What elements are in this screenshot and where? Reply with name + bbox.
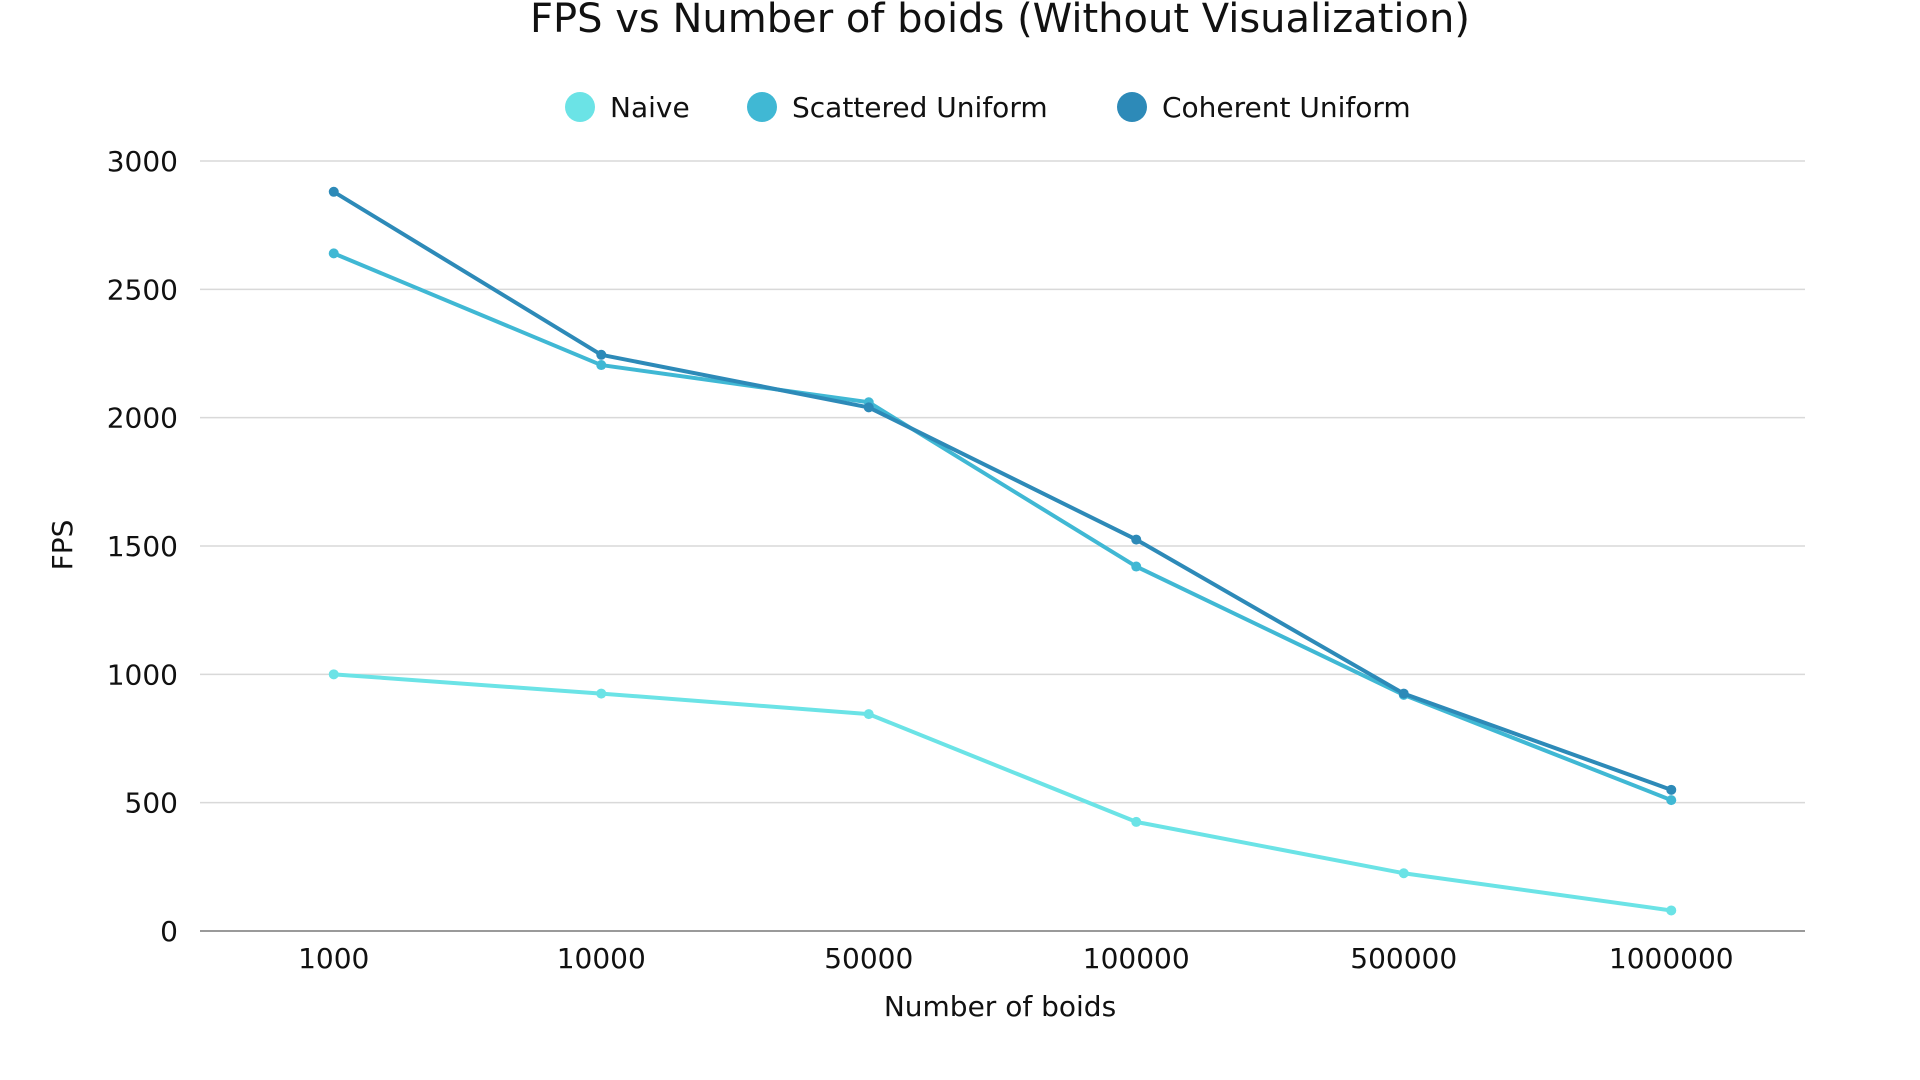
series-line xyxy=(331,251,1674,803)
series-naive xyxy=(328,669,1677,916)
legend-item: Scattered Uniform xyxy=(747,91,1048,124)
data-point xyxy=(596,688,607,699)
data-point xyxy=(863,402,874,413)
legend: Naive Scattered Uniform Coherent Uniform xyxy=(565,91,1411,124)
legend-item: Naive xyxy=(565,91,690,124)
data-point xyxy=(1398,868,1409,879)
y-tick-label: 1500 xyxy=(107,530,178,563)
legend-marker xyxy=(747,92,777,122)
data-point xyxy=(863,709,874,720)
legend-marker xyxy=(565,92,595,122)
data-point xyxy=(1131,816,1142,827)
x-tick-label: 1000000 xyxy=(1609,942,1734,975)
x-tick-label: 100000 xyxy=(1083,942,1190,975)
legend-label: Coherent Uniform xyxy=(1162,91,1411,124)
x-axis-label: Number of boids xyxy=(884,990,1116,1023)
x-tick-label: 50000 xyxy=(824,942,913,975)
data-point xyxy=(1131,561,1142,572)
series-coherent-uniform xyxy=(328,186,1677,795)
data-point xyxy=(1666,784,1677,795)
y-tick-label: 3000 xyxy=(107,145,178,178)
legend-label: Naive xyxy=(610,91,690,124)
gridlines xyxy=(200,160,1805,932)
series-line xyxy=(331,672,1674,913)
series-scattered-uniform xyxy=(328,248,1677,806)
chart-title: FPS vs Number of boids (Without Visualiz… xyxy=(530,0,1470,42)
data-point xyxy=(1131,534,1142,545)
x-tick-label: 1000 xyxy=(298,942,369,975)
data-point xyxy=(328,248,339,259)
y-tick-label: 2000 xyxy=(107,402,178,435)
y-tick-label: 0 xyxy=(160,915,178,948)
y-axis-label: FPS xyxy=(46,520,79,571)
data-point xyxy=(1666,795,1677,806)
series-group xyxy=(328,186,1677,916)
data-point xyxy=(328,669,339,680)
series-line xyxy=(331,189,1674,792)
x-tick-label: 10000 xyxy=(557,942,646,975)
data-point xyxy=(1666,905,1677,916)
data-point xyxy=(328,186,339,197)
data-point xyxy=(596,360,607,371)
y-tick-label: 2500 xyxy=(107,273,178,306)
x-axis-ticks: 1000 10000 50000 100000 500000 1000000 xyxy=(298,942,1733,975)
y-tick-label: 500 xyxy=(125,787,178,820)
data-point xyxy=(596,349,607,360)
y-axis-ticks: 0 500 1000 1500 2000 2500 3000 xyxy=(107,145,178,948)
legend-marker xyxy=(1117,92,1147,122)
legend-label: Scattered Uniform xyxy=(792,91,1048,124)
x-tick-label: 500000 xyxy=(1350,942,1457,975)
data-point xyxy=(1398,688,1409,699)
y-tick-label: 1000 xyxy=(107,658,178,691)
legend-item: Coherent Uniform xyxy=(1117,91,1411,124)
